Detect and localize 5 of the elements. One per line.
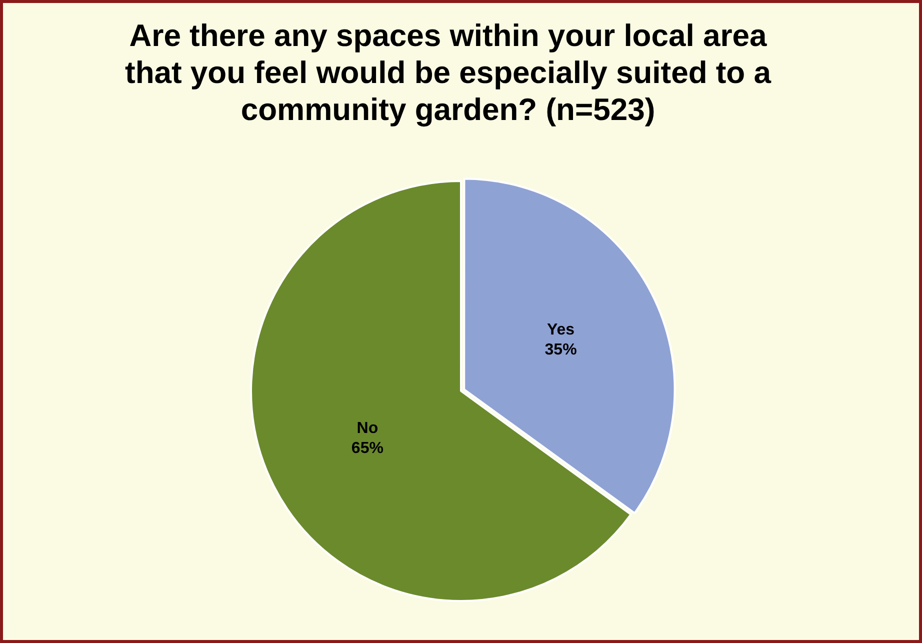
data-label: 65%: [351, 440, 384, 458]
slice-label: Yes: [546, 322, 575, 339]
chart-title: Are there any spaces within your local area that you feel would be especially suited to a community garden? (n=523): [124, 17, 772, 128]
slice-label: No: [356, 420, 378, 438]
data-label: 35%: [544, 342, 577, 359]
